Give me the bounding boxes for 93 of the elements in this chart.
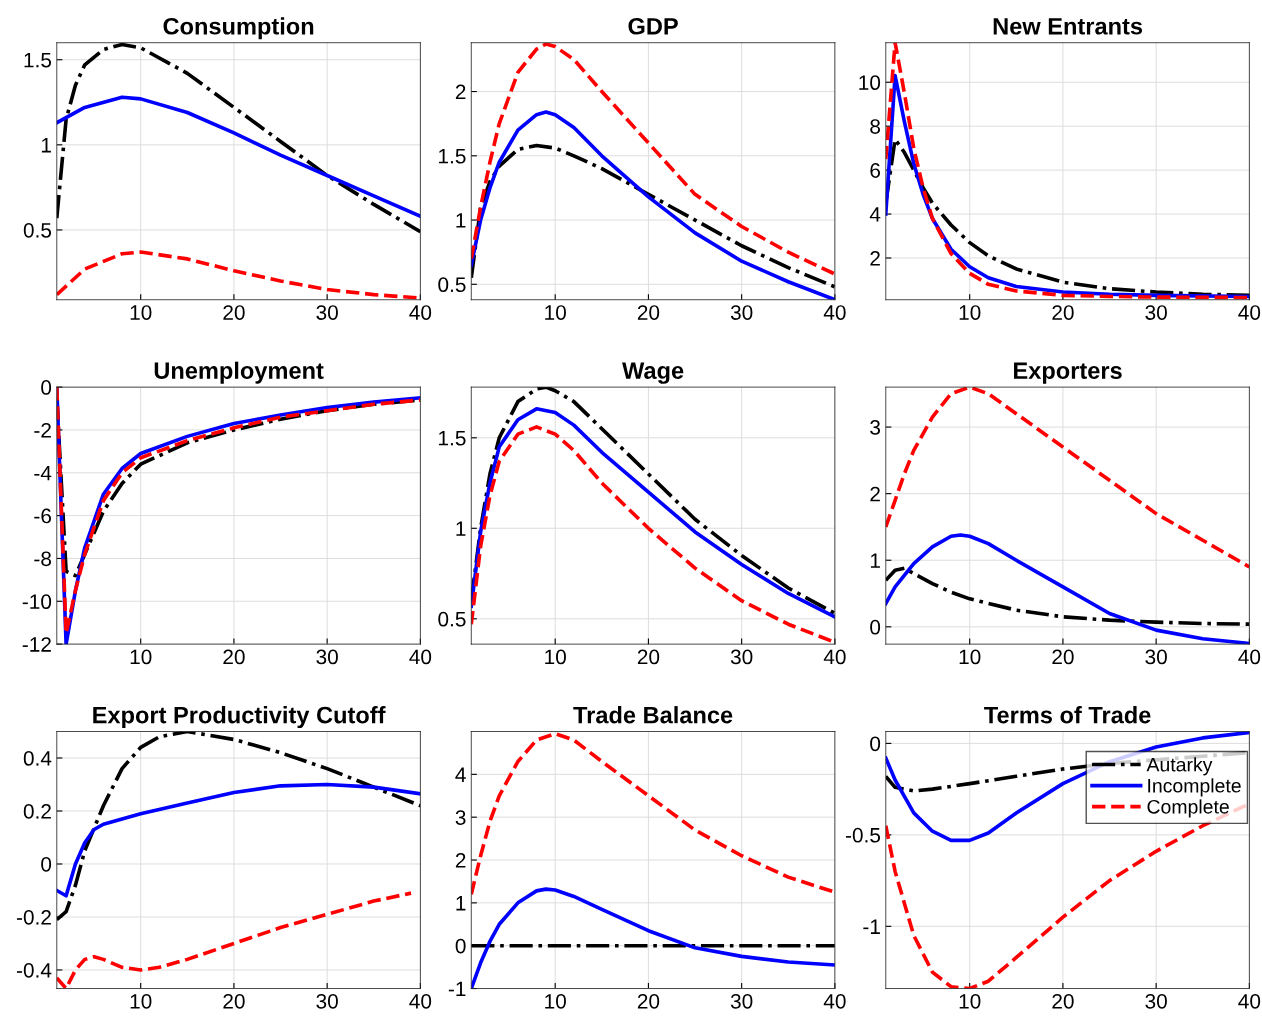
y-tick-label: 0: [41, 856, 52, 872]
y-tick-label: 1.5: [439, 431, 466, 446]
y-tick-label: 0.2: [23, 804, 51, 819]
x-tick-label: 20: [637, 993, 660, 1009]
x-tick-label: 30: [730, 305, 753, 320]
x-tick-label: 20: [223, 993, 245, 1009]
y-tick-label: 3: [455, 810, 466, 825]
x-tick-label: 20: [1052, 993, 1074, 1009]
chart-title: Export Productivity Cutoff: [93, 706, 386, 729]
line-series: [56, 95, 421, 219]
y-tick-label: -12: [22, 637, 51, 652]
x-tick-label: 30: [316, 305, 338, 320]
y-tick-label: 2: [455, 853, 466, 868]
x-tick-label: 20: [1052, 305, 1074, 320]
x-tick-label: 10: [959, 305, 981, 320]
x-tick-label: 10: [130, 993, 152, 1009]
x-tick-label: 30: [316, 993, 338, 1009]
y-tick-label: -8: [34, 551, 52, 567]
y-tick-label: 3: [870, 420, 881, 435]
x-tick-label: 40: [1238, 649, 1261, 665]
y-tick-label: 2: [870, 486, 880, 502]
line-series: [471, 143, 835, 289]
y-tick-label: 8: [870, 119, 881, 134]
line-series: [56, 891, 413, 989]
x-tick-label: 10: [545, 305, 566, 320]
y-tick-label: 0.5: [438, 611, 466, 627]
x-tick-label: 40: [823, 305, 846, 320]
x-tick-label: 40: [823, 993, 846, 1009]
y-tick-label: 10: [859, 75, 881, 91]
y-tick-label: 1.5: [439, 149, 466, 164]
y-tick-label: 0: [41, 380, 52, 395]
y-tick-label: 0: [870, 619, 881, 635]
y-tick-label: -2: [34, 422, 51, 438]
chart-title: GDP: [628, 17, 678, 35]
x-tick-label: 10: [545, 649, 566, 665]
chart-title: Unemployment: [154, 361, 324, 384]
x-tick-label: 20: [1052, 649, 1074, 665]
y-tick-label: 0.5: [438, 277, 466, 293]
x-tick-label: 20: [223, 305, 245, 320]
chart-title: Terms of Trade: [984, 706, 1151, 724]
y-tick-label: 1.5: [24, 52, 52, 68]
y-tick-label: 0: [455, 938, 466, 954]
x-tick-label: 10: [959, 993, 981, 1009]
line-series: [885, 566, 1250, 626]
chart-title: Consumption: [163, 17, 314, 40]
x-tick-label: 10: [545, 993, 566, 1009]
y-tick-label: -10: [22, 594, 52, 610]
y-tick-label: 4: [869, 207, 881, 222]
y-tick-label: 1: [456, 896, 466, 911]
y-tick-label: 1: [456, 521, 466, 536]
x-tick-label: 20: [637, 305, 660, 320]
x-tick-label: 30: [730, 993, 753, 1009]
x-tick-label: 30: [1145, 993, 1167, 1009]
y-tick-label: 1: [41, 138, 51, 153]
y-tick-label: 6: [870, 163, 881, 178]
y-tick-label: 2: [455, 84, 466, 100]
legend-label: Complete: [1147, 799, 1229, 818]
x-tick-label: 30: [316, 649, 338, 665]
legend-label: Incomplete: [1148, 778, 1241, 797]
x-tick-label: 40: [1238, 993, 1261, 1009]
y-tick-label: -0.4: [16, 962, 52, 978]
x-tick-label: 20: [637, 649, 660, 665]
legend-label: Autarky: [1146, 757, 1213, 776]
chart-title: Trade Balance: [573, 706, 733, 724]
y-tick-label: -4: [34, 466, 52, 481]
y-tick-label: 1: [870, 553, 880, 568]
x-tick-label: 30: [1145, 649, 1167, 665]
y-tick-label: -1: [863, 919, 880, 934]
x-tick-label: 40: [409, 993, 432, 1009]
y-tick-label: 0.4: [23, 751, 52, 766]
chart-title: New Entrants: [993, 18, 1143, 35]
y-tick-label: -0.2: [16, 909, 51, 925]
x-tick-label: 20: [223, 649, 245, 665]
y-tick-label: -1: [448, 981, 466, 997]
y-tick-label: -0.5: [845, 827, 881, 843]
x-tick-label: 10: [959, 649, 981, 665]
x-tick-label: 40: [409, 649, 432, 665]
x-tick-label: 30: [1145, 305, 1167, 320]
line-series: [56, 782, 421, 898]
x-tick-label: 40: [409, 305, 432, 320]
chart-title: Exporters: [1014, 362, 1122, 384]
chart-title: Wage: [622, 362, 684, 384]
x-tick-label: 30: [730, 649, 753, 665]
y-tick-label: -6: [34, 508, 52, 524]
y-tick-label: 0: [870, 736, 881, 752]
x-tick-label: 40: [823, 649, 846, 665]
y-tick-label: 0.5: [23, 222, 52, 238]
x-tick-label: 10: [130, 649, 152, 665]
y-tick-label: 2: [870, 250, 880, 266]
y-tick-label: 4: [455, 767, 466, 782]
y-tick-label: 1: [456, 213, 466, 228]
x-tick-label: 40: [1238, 305, 1261, 320]
x-tick-label: 10: [130, 305, 152, 320]
